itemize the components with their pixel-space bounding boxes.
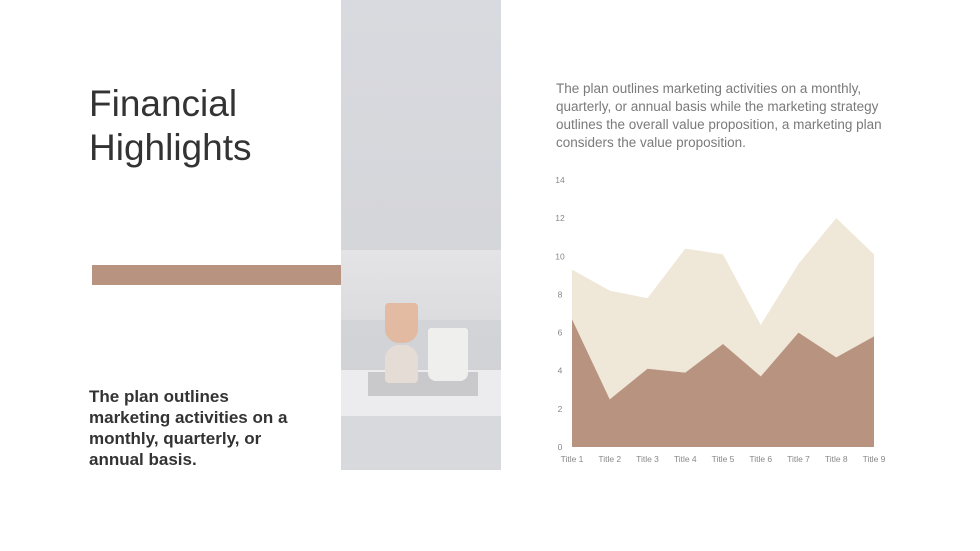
area-series-2: [572, 218, 874, 400]
y-tick-label: 8: [558, 289, 563, 299]
area-series-1: [572, 319, 874, 447]
subtitle: The plan outlines marketing activities o…: [89, 387, 288, 469]
y-tick-label: 14: [555, 175, 565, 185]
accent-bar: [92, 265, 376, 285]
y-tick-label: 6: [558, 328, 563, 338]
x-tick-label: Title 4: [674, 454, 697, 464]
y-tick-label: 0: [558, 442, 563, 452]
hourglass-photo: [341, 0, 501, 470]
x-tick-label: Title 6: [749, 454, 772, 464]
y-tick-label: 4: [558, 366, 563, 376]
x-tick-label: Title 8: [825, 454, 848, 464]
y-tick-label: 2: [558, 404, 563, 414]
x-tick-label: Title 3: [636, 454, 659, 464]
x-tick-label: Title 1: [561, 454, 584, 464]
y-tick-label: 10: [555, 251, 565, 261]
description: The plan outlines marketing activities o…: [556, 81, 882, 150]
y-tick-label: 12: [555, 213, 565, 223]
x-tick-label: Title 5: [712, 454, 735, 464]
x-tick-label: Title 2: [598, 454, 621, 464]
x-tick-label: Title 9: [863, 454, 886, 464]
page-title: Financial Highlights: [89, 83, 252, 168]
x-tick-label: Title 7: [787, 454, 810, 464]
